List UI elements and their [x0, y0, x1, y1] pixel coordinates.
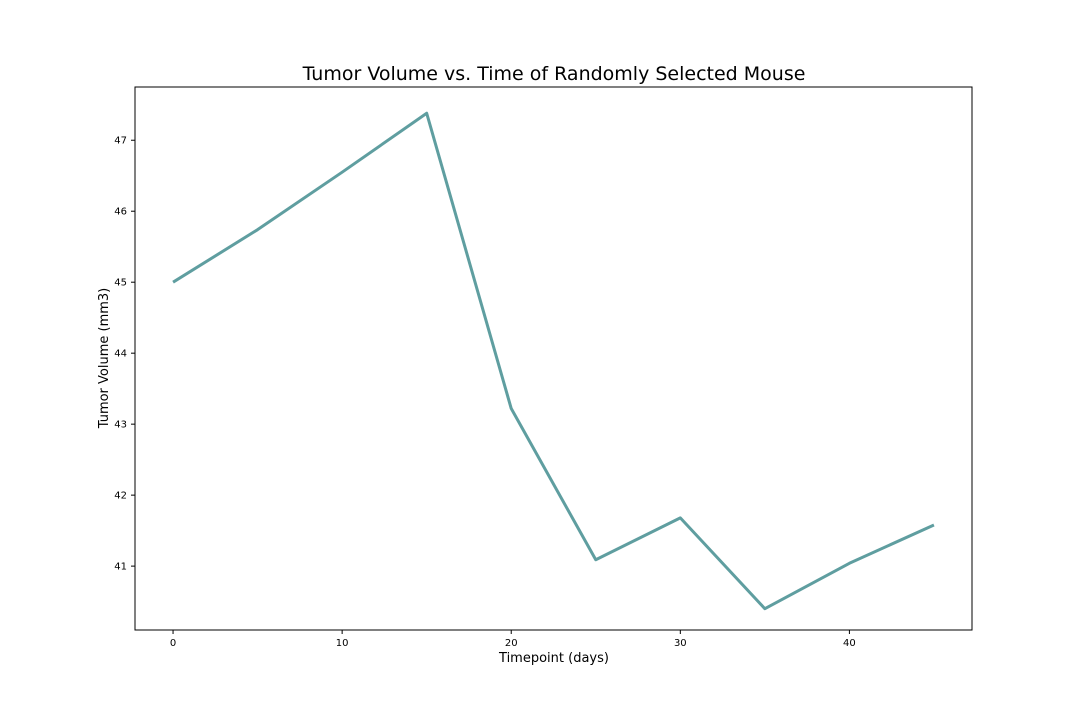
- y-tick-label: 42: [114, 491, 127, 502]
- chart-title: Tumor Volume vs. Time of Randomly Select…: [302, 63, 806, 85]
- x-tick-label: 40: [843, 638, 856, 649]
- x-axis-title: Timepoint (days): [498, 651, 609, 666]
- y-tick-label: 41: [114, 562, 127, 573]
- y-tick-label: 47: [114, 136, 127, 147]
- y-axis-title: Tumor Volume (mm3): [97, 288, 112, 430]
- series-layer: [172, 111, 935, 611]
- x-tick-label: 0: [170, 638, 176, 649]
- ticks-layer: 0 10 20 30 40 41 42 43 44 45 46 47: [114, 136, 856, 649]
- x-tick-label: 10: [336, 638, 349, 649]
- y-tick-label: 46: [114, 207, 127, 218]
- x-tick-label: 30: [674, 638, 687, 649]
- y-tick-label: 44: [114, 349, 127, 360]
- plot-frame: [134, 86, 973, 631]
- series-line: [172, 111, 935, 611]
- x-tick-label: 20: [505, 638, 518, 649]
- y-tick-label: 45: [114, 278, 127, 289]
- y-tick-label: 43: [114, 420, 127, 431]
